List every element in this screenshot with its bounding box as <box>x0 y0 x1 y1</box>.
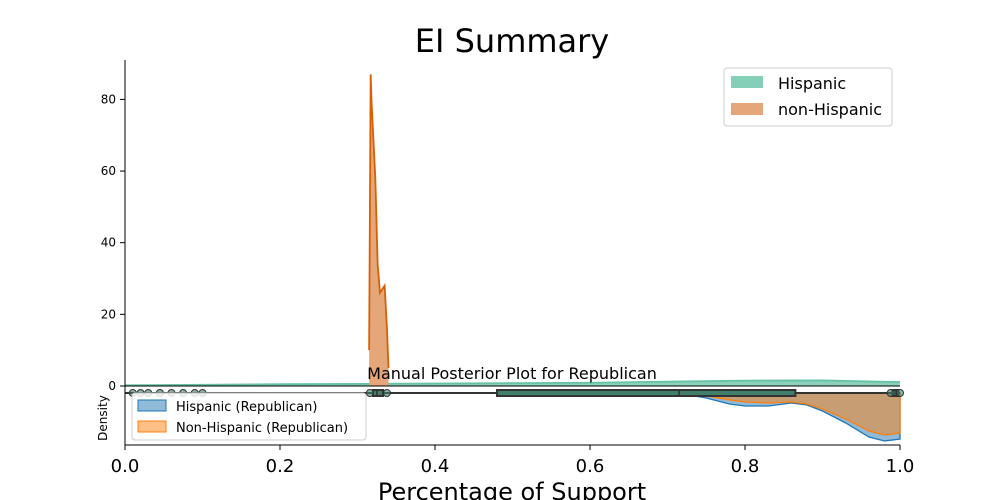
boxplot-hispanic-high-outlier <box>886 389 895 397</box>
x-tick-label-0.2: 0.2 <box>266 456 295 477</box>
boxplot-non-hispanic-outlier <box>382 389 391 397</box>
top-legend: Hispanic non-Hispanic <box>723 67 893 127</box>
x-tick-label-0.4: 0.4 <box>421 456 450 477</box>
chart-title: EI Summary <box>415 22 609 60</box>
legend-label-hispanic-republican: Hispanic (Republican) <box>176 400 317 415</box>
bottom-y-axis-label: Density <box>96 395 110 441</box>
x-tick-label-0.6: 0.6 <box>576 456 605 477</box>
boxplot-hispanic-box <box>496 389 797 397</box>
top-legend-frame <box>723 67 893 127</box>
y-tick-label-20: 20 <box>101 307 116 321</box>
bottom-legend-frame <box>131 392 367 441</box>
legend-swatch-hispanic-republican <box>137 399 167 412</box>
legend-swatch-non-hispanic <box>731 103 763 115</box>
y-tick-label-0: 0 <box>108 379 116 393</box>
density-line-hispanic <box>124 379 901 387</box>
bottom-density-non-hispanic <box>667 392 901 436</box>
boxplot-non-hispanic-box <box>372 389 385 397</box>
top-y-ticks: 0 20 40 60 80 <box>101 92 125 393</box>
bottom-panel-title: Manual Posterior Plot for Republican <box>367 364 657 383</box>
boxplot-non-hispanic-outlier <box>365 389 374 397</box>
legend-swatch-hispanic <box>731 76 763 88</box>
bottom-legend: Hispanic (Republican) Non-Hispanic (Repu… <box>131 392 367 441</box>
x-tick-label-0.0: 0.0 <box>111 456 140 477</box>
legend-swatch-non-hispanic-republican <box>137 420 167 433</box>
y-tick-label-80: 80 <box>101 92 116 106</box>
legend-label-non-hispanic-republican: Non-Hispanic (Republican) <box>176 421 348 436</box>
legend-label-non-hispanic: non-Hispanic <box>778 100 882 119</box>
legend-label-hispanic: Hispanic <box>778 74 846 93</box>
x-tick-label-0.8: 0.8 <box>731 456 760 477</box>
x-axis-label: Percentage of Support <box>378 478 646 500</box>
x-tick-label-1.0: 1.0 <box>886 456 915 477</box>
x-ticks: 0.0 0.2 0.4 0.6 0.8 1.0 <box>111 445 915 477</box>
density-line-non-hispanic <box>368 74 390 369</box>
y-tick-label-60: 60 <box>101 164 116 178</box>
top-panel <box>124 74 901 387</box>
y-tick-label-40: 40 <box>101 236 116 250</box>
boxplot-hispanic-high-outlier <box>896 389 904 397</box>
